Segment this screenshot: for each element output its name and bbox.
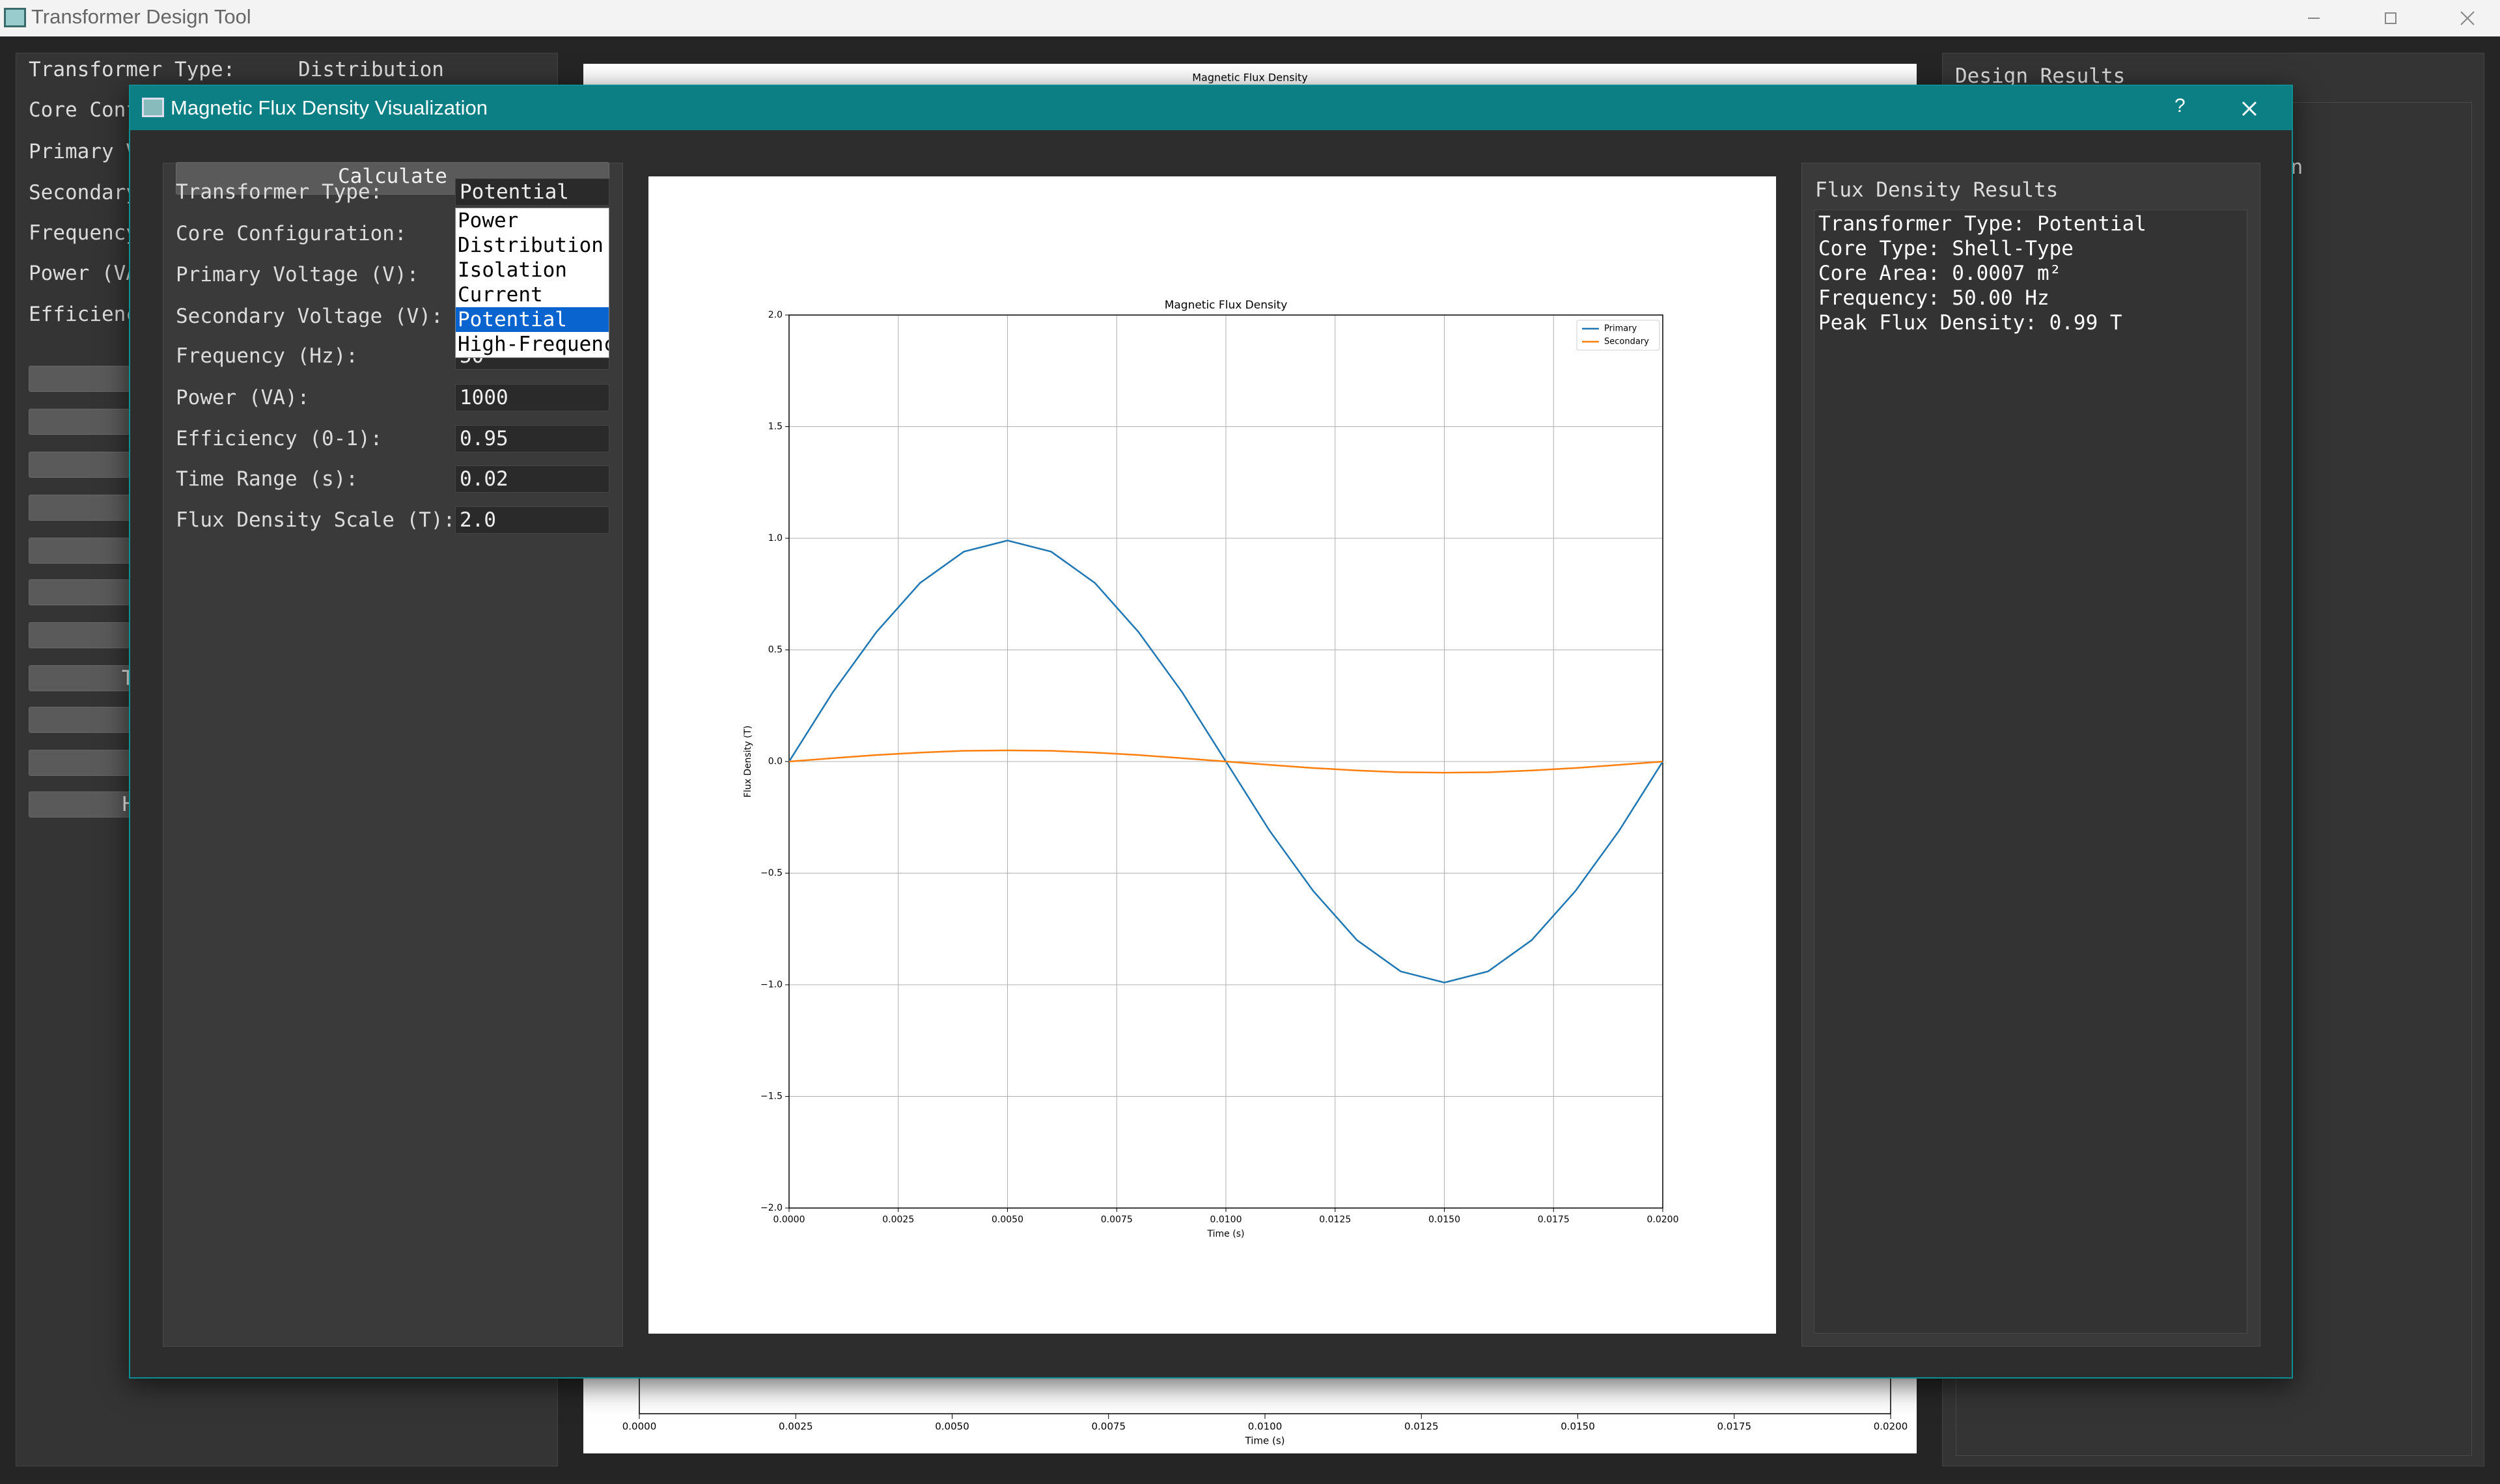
x-tick-label: 0.0000 bbox=[622, 1421, 657, 1433]
x-tick-label: 0.0200 bbox=[1874, 1421, 1908, 1433]
x-tick-label: 0.0100 bbox=[1210, 1215, 1242, 1225]
form-label: Frequency bbox=[29, 221, 138, 245]
x-tick-label: 0.0200 bbox=[1647, 1215, 1679, 1225]
y-tick-label: 1.5 bbox=[768, 422, 783, 432]
x-axis-label: Time (s) bbox=[1245, 1435, 1285, 1447]
y-tick-label: 0.5 bbox=[768, 645, 783, 655]
y-tick-label: 2.0 bbox=[768, 310, 783, 320]
input-field[interactable]: 0.02 bbox=[455, 465, 609, 493]
x-tick-label: 0.0075 bbox=[1092, 1421, 1126, 1433]
help-button[interactable]: ? bbox=[2174, 95, 2186, 117]
form-label: Efficienc bbox=[29, 303, 138, 326]
series-line bbox=[788, 749, 1663, 774]
y-tick-label: 0.0 bbox=[768, 756, 783, 767]
x-tick-label: 0.0150 bbox=[1428, 1215, 1460, 1225]
x-tick-label: 0.0100 bbox=[1248, 1421, 1283, 1433]
dropdown-option[interactable]: Power bbox=[458, 209, 519, 232]
form-label: Primary V bbox=[29, 140, 138, 163]
input-field[interactable]: 1000 bbox=[455, 384, 609, 411]
result-line: Frequency: 50.00 Hz bbox=[1818, 286, 2049, 310]
dialog-icon bbox=[142, 98, 164, 117]
result-line: Peak Flux Density: 0.99 T bbox=[1818, 311, 2122, 335]
form-label: Transformer Type: bbox=[176, 180, 383, 204]
type-value: Distribution bbox=[298, 58, 444, 81]
x-tick-label: 0.0050 bbox=[992, 1215, 1023, 1225]
dropdown-list: Power Distribution Isolation Current Potenti… bbox=[455, 208, 609, 358]
y-tick-label: −0.5 bbox=[760, 868, 783, 879]
y-tick-label: −1.0 bbox=[760, 980, 783, 990]
x-tick-label: 0.0125 bbox=[1319, 1215, 1351, 1225]
form-label: Efficiency (0-1): bbox=[176, 427, 383, 450]
input-field[interactable]: 2.0 bbox=[455, 506, 609, 534]
dropdown-option[interactable]: High-Frequenc bbox=[458, 333, 609, 356]
form-label: Power (VA bbox=[29, 262, 138, 285]
result-line: Core Area: 0.0007 m² bbox=[1818, 262, 2062, 285]
chart-title: Magnetic Flux Density bbox=[1192, 72, 1308, 84]
app-titlebar: Transformer Design Tool bbox=[0, 0, 2500, 36]
dropdown-option[interactable]: Distribution bbox=[458, 234, 604, 257]
window-controls[interactable] bbox=[2292, 0, 2500, 36]
legend-label: Secondary bbox=[1604, 337, 1649, 347]
app-title: Transformer Design Tool bbox=[31, 5, 251, 28]
x-tick-label: 0.0175 bbox=[1538, 1215, 1570, 1225]
form-label: Secondary Voltage (V): bbox=[176, 305, 443, 328]
legend-label: Primary bbox=[1604, 324, 1637, 334]
form-label: Core Conf bbox=[29, 98, 138, 122]
form-label: Power (VA): bbox=[176, 386, 310, 409]
x-tick-label: 0.0175 bbox=[1717, 1421, 1752, 1433]
results-panel: Flux Density Results Transformer Type: P… bbox=[1801, 163, 2260, 1347]
y-tick-label: −1.5 bbox=[760, 1092, 783, 1102]
results-title: Flux Density Results bbox=[1815, 178, 2059, 202]
y-tick-label: 1.0 bbox=[768, 533, 783, 543]
chart: 0.0000 0.0025 0.0050 0.0075 0.0100 0.0125 0.01… bbox=[743, 299, 1679, 1239]
dialog: Magnetic Flux Density Visualization ? Ca… bbox=[129, 85, 2293, 1379]
x-tick-label: 0.0050 bbox=[935, 1421, 969, 1433]
dropdown-option[interactable]: Current bbox=[458, 283, 543, 307]
x-tick-label: 0.0150 bbox=[1561, 1421, 1595, 1433]
x-axis-label: Time (s) bbox=[1207, 1229, 1245, 1239]
result-line: Core Type: Shell-Type bbox=[1818, 237, 2074, 260]
chart-area: 0.0000 0.0025 0.0050 0.0075 0.0100 0.0125 0.01… bbox=[648, 176, 1776, 1334]
close-button[interactable] bbox=[2240, 99, 2259, 118]
result-line: Transformer Type: Potential bbox=[1818, 212, 2146, 236]
app-icon bbox=[4, 8, 26, 27]
form-label: Secondary bbox=[29, 181, 138, 204]
form-label: Core Configuration: bbox=[176, 222, 407, 245]
form-label: Frequency (Hz): bbox=[176, 344, 358, 368]
results-title: Design Results bbox=[1955, 64, 2126, 88]
dropdown-option[interactable]: Potential bbox=[456, 307, 609, 332]
x-tick-label: 0.0000 bbox=[773, 1215, 805, 1225]
form-panel: Calculate Transformer Type: Potential Core… bbox=[163, 162, 623, 1347]
input-field[interactable]: 0.95 bbox=[455, 425, 609, 452]
form-label: Time Range (s): bbox=[176, 467, 358, 491]
dialog-titlebar: Magnetic Flux Density Visualization ? bbox=[130, 86, 2292, 130]
dropdown-option[interactable]: Isolation bbox=[458, 258, 567, 282]
combo-box[interactable]: Potential bbox=[455, 178, 609, 206]
dialog-title: Magnetic Flux Density Visualization bbox=[171, 96, 488, 119]
legend-box bbox=[1576, 320, 1660, 351]
y-axis-label: Flux Density (T) bbox=[743, 726, 753, 798]
x-tick-label: 0.0025 bbox=[882, 1215, 914, 1225]
x-tick-label: 0.0075 bbox=[1101, 1215, 1133, 1225]
form-label: Transformer Type: bbox=[29, 58, 236, 81]
form-label: Flux Density Scale (T): bbox=[176, 508, 456, 532]
chart-title: Magnetic Flux Density bbox=[1165, 299, 1288, 312]
x-tick-label: 0.0025 bbox=[779, 1421, 813, 1433]
x-tick-label: 0.0125 bbox=[1404, 1421, 1439, 1433]
y-tick-label: −2.0 bbox=[760, 1203, 783, 1213]
results-box: Transformer Type: Potential Core Type: Sh… bbox=[1814, 210, 2247, 1334]
form-label: Primary Voltage (V): bbox=[176, 263, 419, 286]
